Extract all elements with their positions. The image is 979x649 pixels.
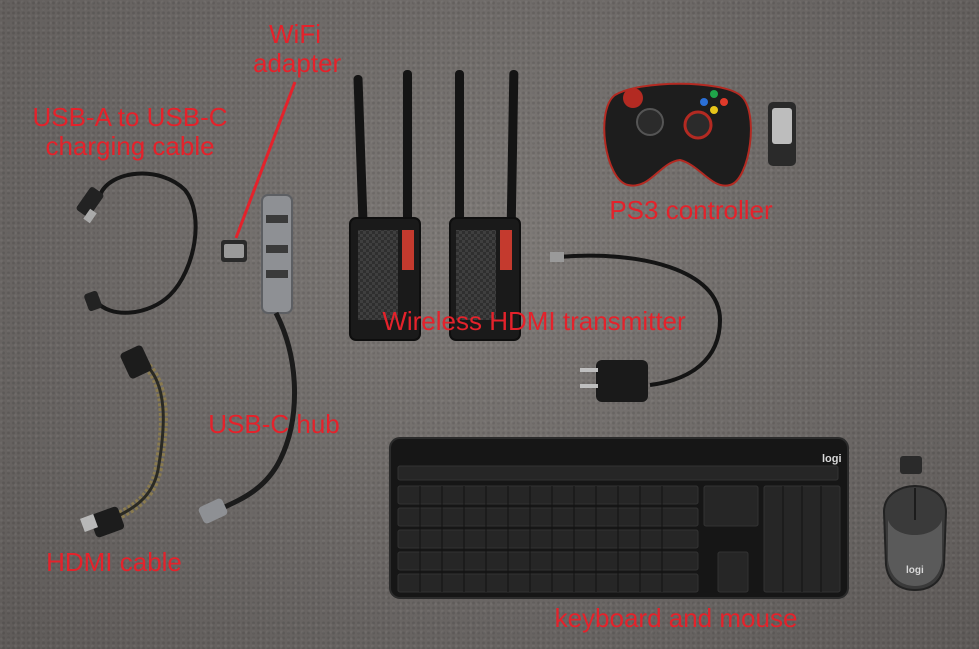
keyboard-brand-logo: logi [822, 453, 842, 465]
wifi-adapter-label-line2: adapter [253, 48, 342, 78]
keyboard-and-mouse-label: keyboard and mouse [554, 603, 798, 633]
power-adapter [550, 252, 723, 402]
mouse [882, 456, 948, 592]
wifi-adapter-label: WiFi adapter [253, 19, 342, 78]
keyboard [389, 437, 849, 599]
mouse-brand-logo: logi [906, 565, 924, 576]
ps3-controller-label: PS3 controller [609, 195, 773, 225]
wifi-adapter-label-line1: WiFi [269, 19, 321, 49]
usbc-hub [198, 194, 298, 524]
ps3-controller [603, 82, 796, 187]
usb-cable-label: USB-A to USB-C charging cable [14, 103, 246, 161]
wifi-adapter [221, 240, 247, 262]
usb-charging-cable [76, 171, 198, 315]
usbc-hub-label: USB-C hub [208, 409, 340, 439]
hdmi-cable-label: HDMI cable [46, 547, 182, 577]
wireless-hdmi-transmitter-label: Wireless HDMI transmitter [382, 306, 686, 336]
usb-cable-label-line2: charging cable [45, 131, 215, 161]
wireless-hdmi-transmitter [349, 70, 521, 341]
wifi-pointer-line [234, 81, 297, 239]
usb-cable-label-line1: USB-A to USB-C [32, 102, 228, 132]
hdmi-cable [80, 345, 168, 538]
